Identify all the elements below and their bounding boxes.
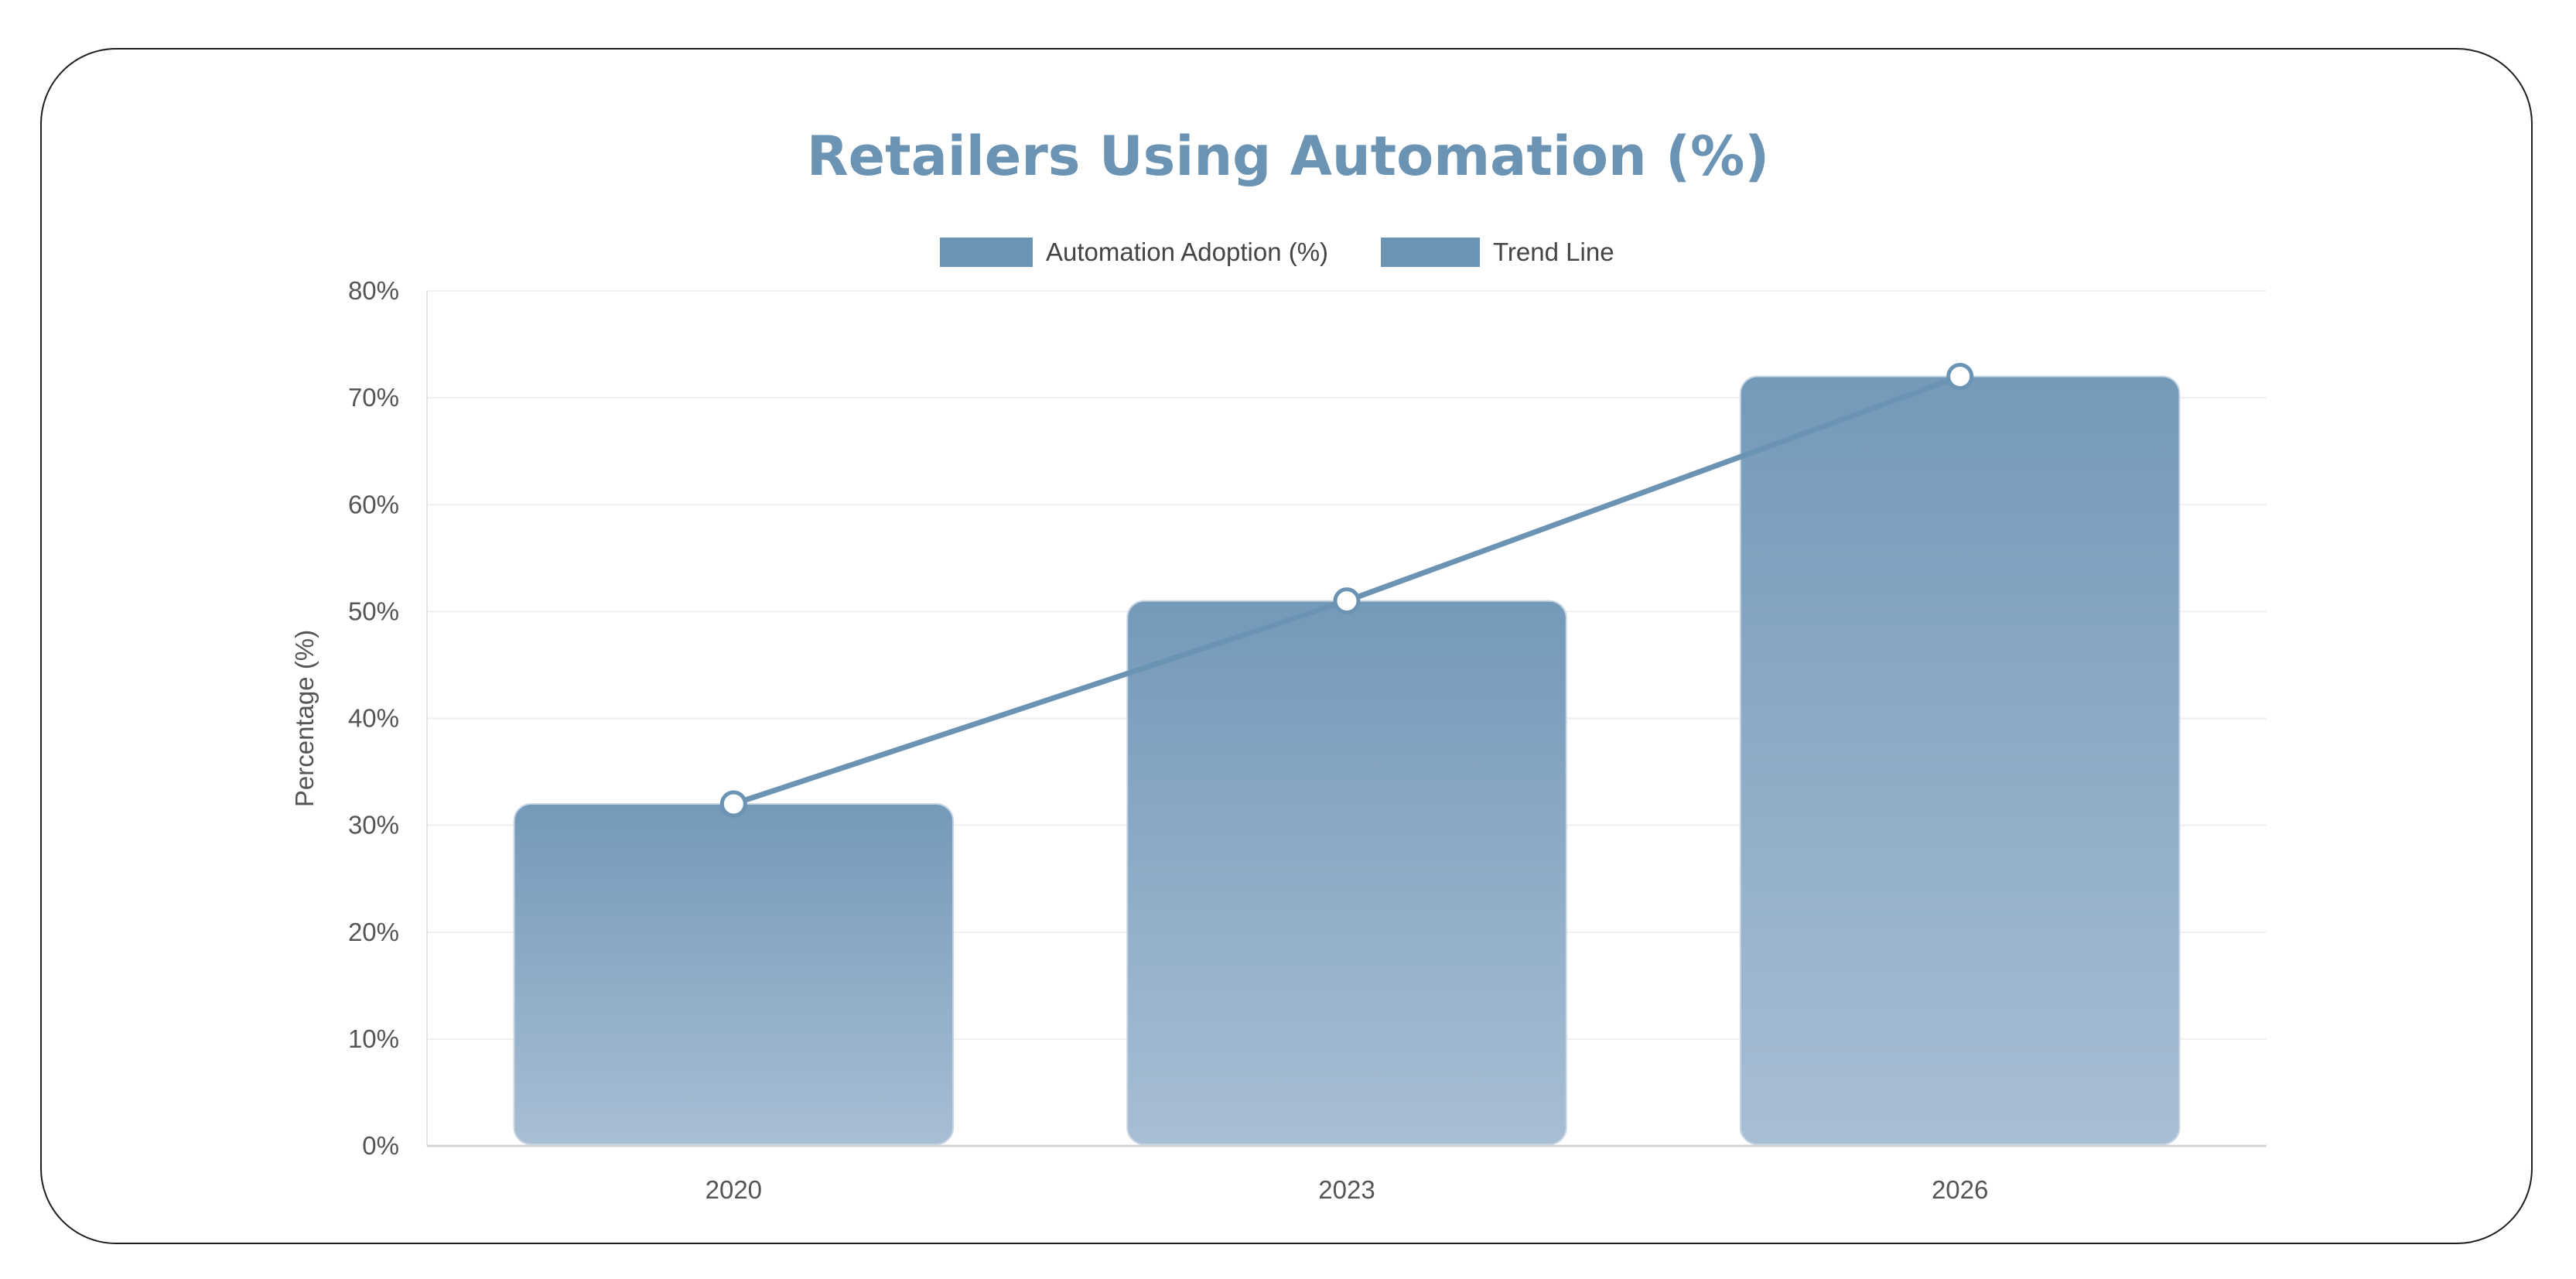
trend-line bbox=[719, 363, 1974, 818]
legend: Automation Adoption (%) Trend Line bbox=[938, 236, 1614, 268]
bar-2023[interactable] bbox=[1126, 600, 1567, 1145]
y-tick-label: 60% bbox=[348, 490, 399, 518]
chart-title: Retailers Using Automation (%) bbox=[807, 125, 1770, 188]
x-axis-ticks: 2020 2023 2026 bbox=[705, 1175, 1989, 1204]
legend-item-trend-line[interactable]: Trend Line bbox=[1379, 236, 1614, 268]
bar-2026[interactable] bbox=[1739, 375, 2181, 1145]
legend-swatch bbox=[938, 236, 1034, 268]
y-tick-label: 20% bbox=[348, 918, 399, 946]
y-axis-title: Percentage (%) bbox=[290, 630, 319, 807]
bar-2020[interactable] bbox=[513, 803, 955, 1145]
y-tick-label: 40% bbox=[348, 704, 399, 733]
trend-point-2020[interactable] bbox=[719, 790, 747, 818]
legend-item-automation-adoption[interactable]: Automation Adoption (%) bbox=[938, 236, 1328, 268]
legend-swatch bbox=[1379, 236, 1481, 268]
x-tick-label: 2023 bbox=[1318, 1175, 1375, 1204]
trend-point-2026[interactable] bbox=[1946, 363, 1974, 390]
x-tick-label: 2020 bbox=[705, 1175, 762, 1204]
y-tick-label: 80% bbox=[348, 276, 399, 305]
legend-label: Trend Line bbox=[1493, 238, 1614, 266]
y-tick-label: 70% bbox=[348, 383, 399, 412]
bars bbox=[513, 375, 2181, 1145]
y-axis-ticks: 0% 10% 20% 30% 40% 50% 60% 70% 80% bbox=[348, 276, 399, 1160]
x-tick-label: 2026 bbox=[1932, 1175, 1988, 1204]
y-tick-label: 30% bbox=[348, 811, 399, 840]
y-tick-label: 10% bbox=[348, 1024, 399, 1053]
y-tick-label: 0% bbox=[362, 1131, 399, 1160]
trend-point-2023[interactable] bbox=[1333, 587, 1361, 615]
legend-label: Automation Adoption (%) bbox=[1046, 238, 1328, 266]
y-tick-label: 50% bbox=[348, 597, 399, 625]
